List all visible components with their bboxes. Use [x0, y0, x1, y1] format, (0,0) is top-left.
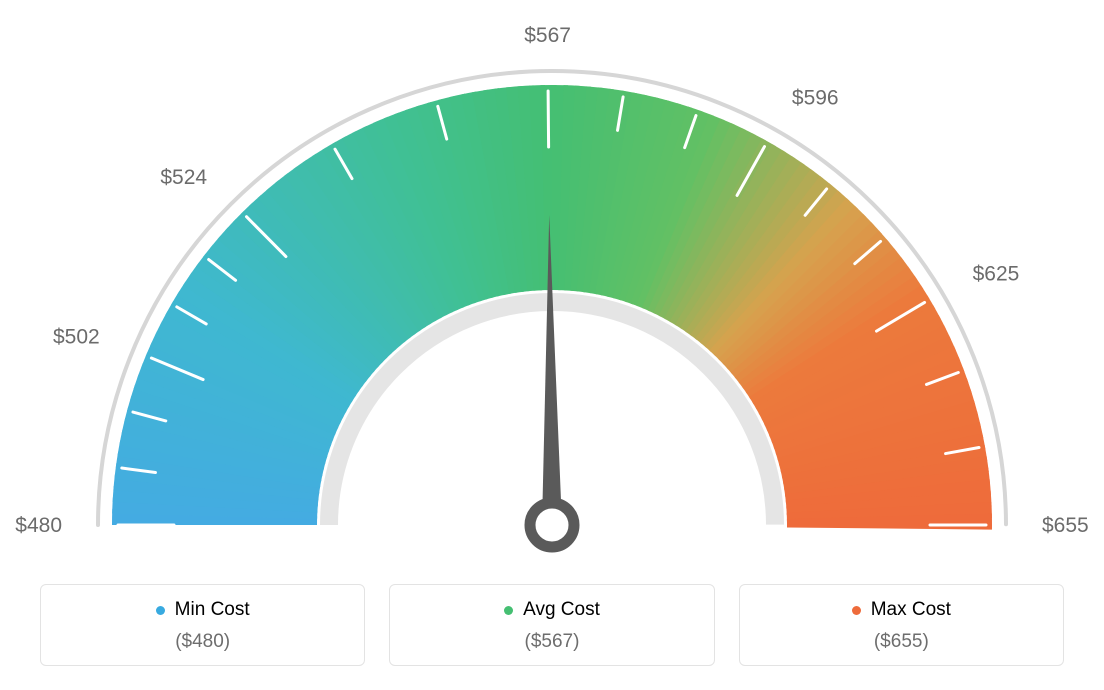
legend-value-avg: ($567) [400, 631, 703, 653]
gauge-svg: $480 $502 $524 $567 $596 $625 $655 [0, 0, 1104, 580]
svg-text:$655: $655 [1042, 514, 1089, 537]
legend-title-min: Min Cost [156, 599, 250, 621]
svg-text:$524: $524 [160, 166, 207, 189]
cost-gauge-chart: $480 $502 $524 $567 $596 $625 $655 Min Cost ($… [0, 0, 1104, 690]
legend-row: Min Cost ($480) Avg Cost ($567) Max Cost… [0, 584, 1104, 666]
legend-label-avg: Avg Cost [523, 599, 600, 621]
legend-dot-avg [504, 606, 513, 615]
legend-title-max: Max Cost [852, 599, 951, 621]
legend-value-min: ($480) [51, 631, 354, 653]
legend-dot-max [852, 606, 861, 615]
legend-box-min: Min Cost ($480) [40, 584, 365, 666]
legend-box-max: Max Cost ($655) [739, 584, 1064, 666]
legend-value-max: ($655) [750, 631, 1053, 653]
legend-title-avg: Avg Cost [504, 599, 600, 621]
svg-text:$625: $625 [973, 263, 1020, 286]
legend-dot-min [156, 606, 165, 615]
svg-text:$596: $596 [792, 87, 839, 110]
legend-label-min: Min Cost [175, 599, 250, 621]
svg-text:$480: $480 [15, 514, 62, 537]
legend-box-avg: Avg Cost ($567) [389, 584, 714, 666]
svg-text:$502: $502 [53, 325, 100, 348]
svg-text:$567: $567 [524, 24, 571, 47]
legend-label-max: Max Cost [871, 599, 951, 621]
